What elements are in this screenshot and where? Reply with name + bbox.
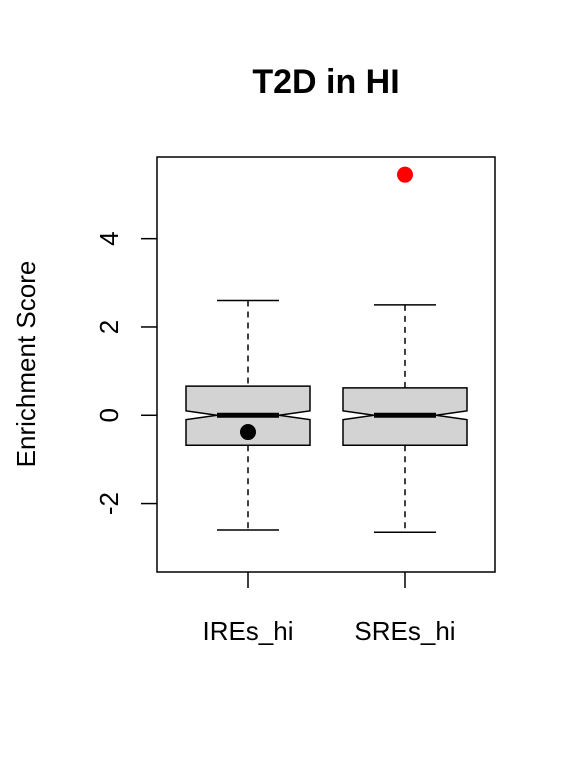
chart-title: T2D in HI — [252, 63, 399, 101]
y-axis-label: Enrichment Score — [11, 261, 41, 468]
box-2 — [342, 166, 468, 534]
y-tick-label: 4 — [94, 231, 124, 245]
y-tick-label: -2 — [94, 492, 124, 515]
y-tick-label: 2 — [94, 320, 124, 334]
x-tick-label: SREs_hi — [354, 616, 455, 646]
x-tick-label: IREs_hi — [202, 616, 293, 646]
plot-frame — [156, 156, 496, 573]
y-axis: -2 0 2 4 — [94, 231, 157, 515]
boxes — [185, 166, 468, 534]
box-1 — [185, 299, 311, 531]
x-axis: IREs_hi SREs_hi — [202, 572, 456, 646]
highlight-point — [240, 424, 256, 441]
y-tick-label: 0 — [94, 408, 124, 422]
highlight-point — [397, 166, 413, 183]
